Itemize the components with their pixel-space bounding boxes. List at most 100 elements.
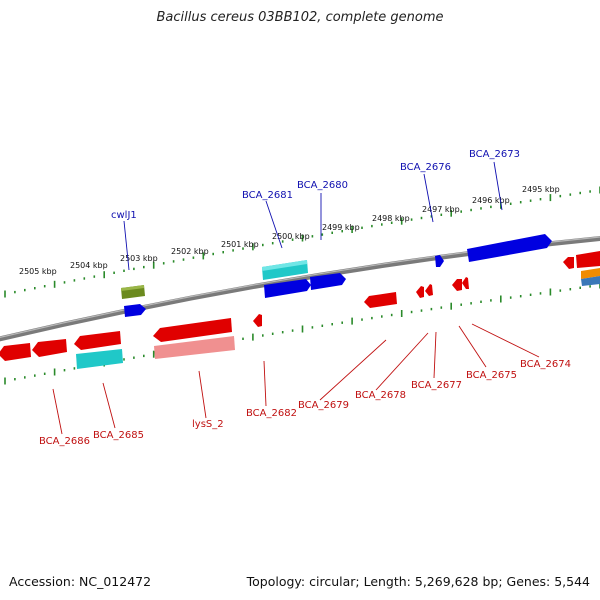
feature-red-cds[interactable]: [253, 314, 262, 327]
gene-label[interactable]: BCA_2673: [469, 149, 520, 160]
minor-tick: [232, 249, 234, 252]
major-tick: [301, 234, 304, 242]
gene-label[interactable]: BCA_2680: [297, 180, 348, 191]
minor-tick: [390, 221, 393, 224]
gene-label[interactable]: BCA_2677: [411, 380, 462, 391]
forward-features: [121, 234, 600, 317]
gene-label[interactable]: BCA_2679: [298, 400, 349, 411]
leader-line: [265, 200, 283, 249]
feature-blue-cds[interactable]: [435, 255, 444, 267]
gene-label[interactable]: BCA_2676: [400, 162, 451, 173]
minor-tick: [420, 309, 423, 312]
feature-orange[interactable]: [581, 268, 600, 279]
gene-label[interactable]: BCA_2675: [466, 370, 517, 381]
feature-red-cds[interactable]: [364, 292, 397, 308]
genome-summary: Topology: circular; Length: 5,269,628 bp…: [246, 574, 590, 589]
minor-tick: [341, 230, 343, 233]
minor-tick: [440, 213, 443, 216]
feature-red-cds[interactable]: [0, 343, 31, 361]
feature-red-cds[interactable]: [576, 251, 600, 268]
minor-tick: [470, 302, 472, 305]
gene-label[interactable]: BCA_2678: [355, 390, 406, 401]
feature-red-cds[interactable]: [452, 279, 462, 291]
gene-label[interactable]: cwlJ1: [111, 210, 137, 221]
kbp-label: 2495 kbp: [522, 185, 560, 194]
minor-tick: [93, 275, 96, 278]
minor-tick: [262, 243, 264, 247]
gene-label[interactable]: BCA_2681: [242, 190, 293, 201]
feature-red-cds[interactable]: [74, 331, 121, 350]
feature-steelblue[interactable]: [581, 276, 600, 286]
kbp-label: 2496 kbp: [472, 196, 510, 205]
minor-tick: [162, 262, 165, 265]
minor-tick: [529, 293, 532, 296]
minor-tick: [24, 288, 26, 292]
feature-blue-cds[interactable]: [467, 234, 552, 262]
minor-tick: [291, 329, 294, 332]
feature-red-cds[interactable]: [153, 318, 232, 342]
minor-tick: [559, 289, 562, 292]
minor-tick: [291, 238, 294, 241]
reverse-gene-labels: BCA_2686 BCA_2685 lysS_2 BCA_2682 BCA_26…: [39, 359, 571, 447]
major-tick: [450, 302, 452, 310]
feature-blue-cds[interactable]: [264, 279, 311, 298]
major-tick: [252, 243, 254, 251]
minor-tick: [172, 260, 175, 263]
gene-label[interactable]: BCA_2685: [93, 430, 144, 441]
minor-tick: [83, 277, 86, 280]
minor-tick: [361, 318, 363, 321]
feature-red-cds[interactable]: [462, 277, 469, 289]
minor-tick: [281, 240, 284, 243]
minor-tick: [331, 323, 333, 326]
minor-tick: [212, 252, 214, 256]
leader-line: [493, 161, 503, 211]
minor-tick: [123, 358, 125, 361]
minor-tick: [430, 215, 433, 218]
gene-label[interactable]: BCA_2674: [520, 359, 571, 370]
major-tick: [53, 368, 56, 376]
feature-red-cds[interactable]: [416, 286, 424, 298]
major-tick: [400, 217, 403, 225]
minor-tick: [133, 267, 135, 271]
minor-tick: [509, 296, 512, 299]
feature-cyan-rna[interactable]: [76, 349, 123, 369]
gene-label[interactable]: BCA_2686: [39, 436, 90, 447]
minor-tick: [63, 369, 66, 372]
minor-tick: [569, 193, 572, 196]
minor-tick: [242, 247, 244, 250]
feature-red-cds[interactable]: [32, 339, 67, 357]
leader-line: [52, 388, 63, 435]
minor-tick: [133, 356, 135, 359]
leader-line: [198, 370, 207, 419]
leader-line: [471, 323, 540, 358]
minor-tick: [34, 374, 36, 377]
minor-tick: [490, 205, 492, 209]
kbp-label: 2505 kbp: [19, 267, 57, 276]
minor-tick: [440, 306, 443, 309]
feature-red-cds[interactable]: [425, 284, 433, 296]
minor-tick: [539, 292, 542, 295]
minor-tick: [519, 201, 522, 204]
kbp-label: 2502 kbp: [171, 247, 209, 256]
major-tick: [152, 261, 155, 269]
minor-tick: [381, 223, 383, 226]
minor-tick: [361, 226, 363, 229]
feature-blue-cds[interactable]: [310, 273, 346, 290]
minor-tick: [271, 242, 274, 245]
minor-tick: [371, 224, 373, 228]
gene-label[interactable]: lysS_2: [192, 419, 224, 430]
kbp-label: 2501 kbp: [221, 240, 259, 249]
minor-tick: [24, 376, 26, 379]
minor-tick: [460, 303, 462, 306]
feature-red-cds[interactable]: [563, 257, 574, 269]
minor-tick: [470, 208, 472, 212]
minor-tick: [34, 287, 36, 290]
minor-tick: [569, 288, 572, 291]
feature-blue-cds[interactable]: [124, 304, 146, 317]
minor-tick: [14, 290, 16, 294]
reverse-features: [0, 277, 469, 369]
minor-tick: [519, 295, 522, 298]
feature-light-red[interactable]: [154, 336, 235, 359]
major-tick: [351, 317, 353, 325]
gene-label[interactable]: BCA_2682: [246, 408, 297, 419]
